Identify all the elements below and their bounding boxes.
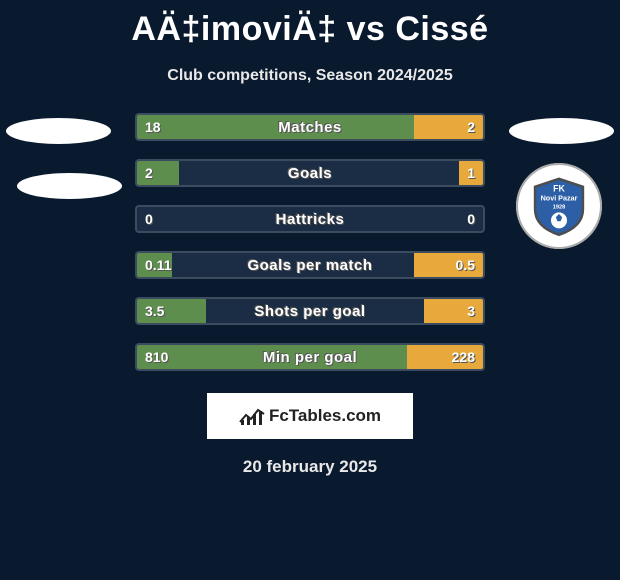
stat-value-right: 3: [467, 299, 475, 323]
stat-row: Goals2 1: [135, 159, 485, 187]
stat-value-right: 228: [452, 345, 475, 369]
stat-label: Shots per goal: [137, 299, 483, 323]
page-title: AÄ‡imoviÄ‡ vs Cissé: [0, 0, 620, 49]
stat-value-left: 0.11: [145, 253, 171, 277]
stat-value-left: 3.5: [145, 299, 164, 323]
stat-row: Min per goal810 228: [135, 343, 485, 371]
stat-value-left: 2: [145, 161, 153, 185]
stat-label: Hattricks: [137, 207, 483, 231]
comparison-area: FK Novi Pazar 1928 Matches182Goals21Hatt…: [0, 113, 620, 371]
stat-label: Min per goal: [137, 345, 483, 369]
player-left-avatar-2: [17, 173, 122, 199]
brand-chart-icon: [239, 406, 265, 426]
stat-value-right: 1: [467, 161, 475, 185]
player-left-avatar-1: [6, 118, 111, 144]
stat-value-left: 810: [145, 345, 168, 369]
date-label: 20 february 2025: [0, 457, 620, 477]
logo-top-text: FK: [553, 184, 565, 194]
stat-value-left: 18: [145, 115, 161, 139]
club-logo: FK Novi Pazar 1928: [516, 163, 602, 249]
player-right-avatar-1: [509, 118, 614, 144]
stat-row: Hattricks0 0: [135, 205, 485, 233]
club-shield-icon: FK Novi Pazar 1928: [527, 174, 591, 238]
stat-row: Shots per goal3.5 3: [135, 297, 485, 325]
stat-value-right: 2: [467, 115, 475, 139]
stat-value-right: 0.5: [456, 253, 475, 277]
stats-bars: Matches182Goals21Hattricks00Goals per ma…: [135, 113, 485, 371]
brand-label: FcTables.com: [269, 406, 381, 426]
subtitle: Club competitions, Season 2024/2025: [0, 67, 620, 85]
brand-box: FcTables.com: [207, 393, 413, 439]
stat-value-left: 0: [145, 207, 153, 231]
stat-label: Goals: [137, 161, 483, 185]
stat-row: Goals per match0.11 0.5: [135, 251, 485, 279]
stat-value-right: 0: [467, 207, 475, 231]
stat-row: Matches18 2: [135, 113, 485, 141]
stat-label: Goals per match: [137, 253, 483, 277]
stat-label: Matches: [137, 115, 483, 139]
logo-mid-text: Novi Pazar: [541, 193, 578, 202]
logo-year: 1928: [553, 204, 565, 210]
